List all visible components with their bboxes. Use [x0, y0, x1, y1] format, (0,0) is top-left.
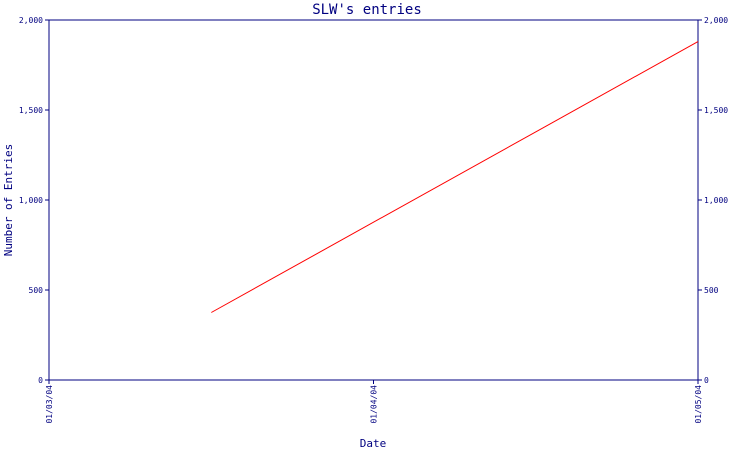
- y-tick-label-right: 1,500: [704, 106, 728, 115]
- plot-frame: [48, 19, 699, 381]
- x-axis-ticks: 01/03/04 01/04/04 01/05/04: [45, 380, 703, 424]
- y-tick-label-right: 2,000: [704, 16, 728, 25]
- y-tick-label-right: 0: [704, 376, 709, 385]
- series-group: [211, 41, 699, 313]
- y-tick-label-right: 500: [704, 286, 719, 295]
- chart-title: SLW's entries: [312, 2, 422, 18]
- series-line: [211, 41, 699, 313]
- y-tick-label-right: 1,000: [704, 196, 728, 205]
- x-axis-label: Date: [360, 437, 387, 450]
- y-axis-ticks: 0 0 500 500 1,000 1,000 1,500 1,500 2,000 2,000: [19, 16, 728, 385]
- y-tick-label-left: 1,000: [19, 196, 43, 205]
- axes: [48, 19, 699, 381]
- x-tick-label: 01/05/04: [694, 385, 703, 424]
- y-tick-label-left: 0: [38, 376, 43, 385]
- y-tick-label-left: 2,000: [19, 16, 43, 25]
- x-tick-label: 01/03/04: [45, 385, 54, 424]
- y-tick-label-left: 1,500: [19, 106, 43, 115]
- x-tick-label: 01/04/04: [370, 385, 379, 424]
- y-tick-label-left: 500: [29, 286, 44, 295]
- y-axis-label: Number of Entries: [2, 144, 15, 257]
